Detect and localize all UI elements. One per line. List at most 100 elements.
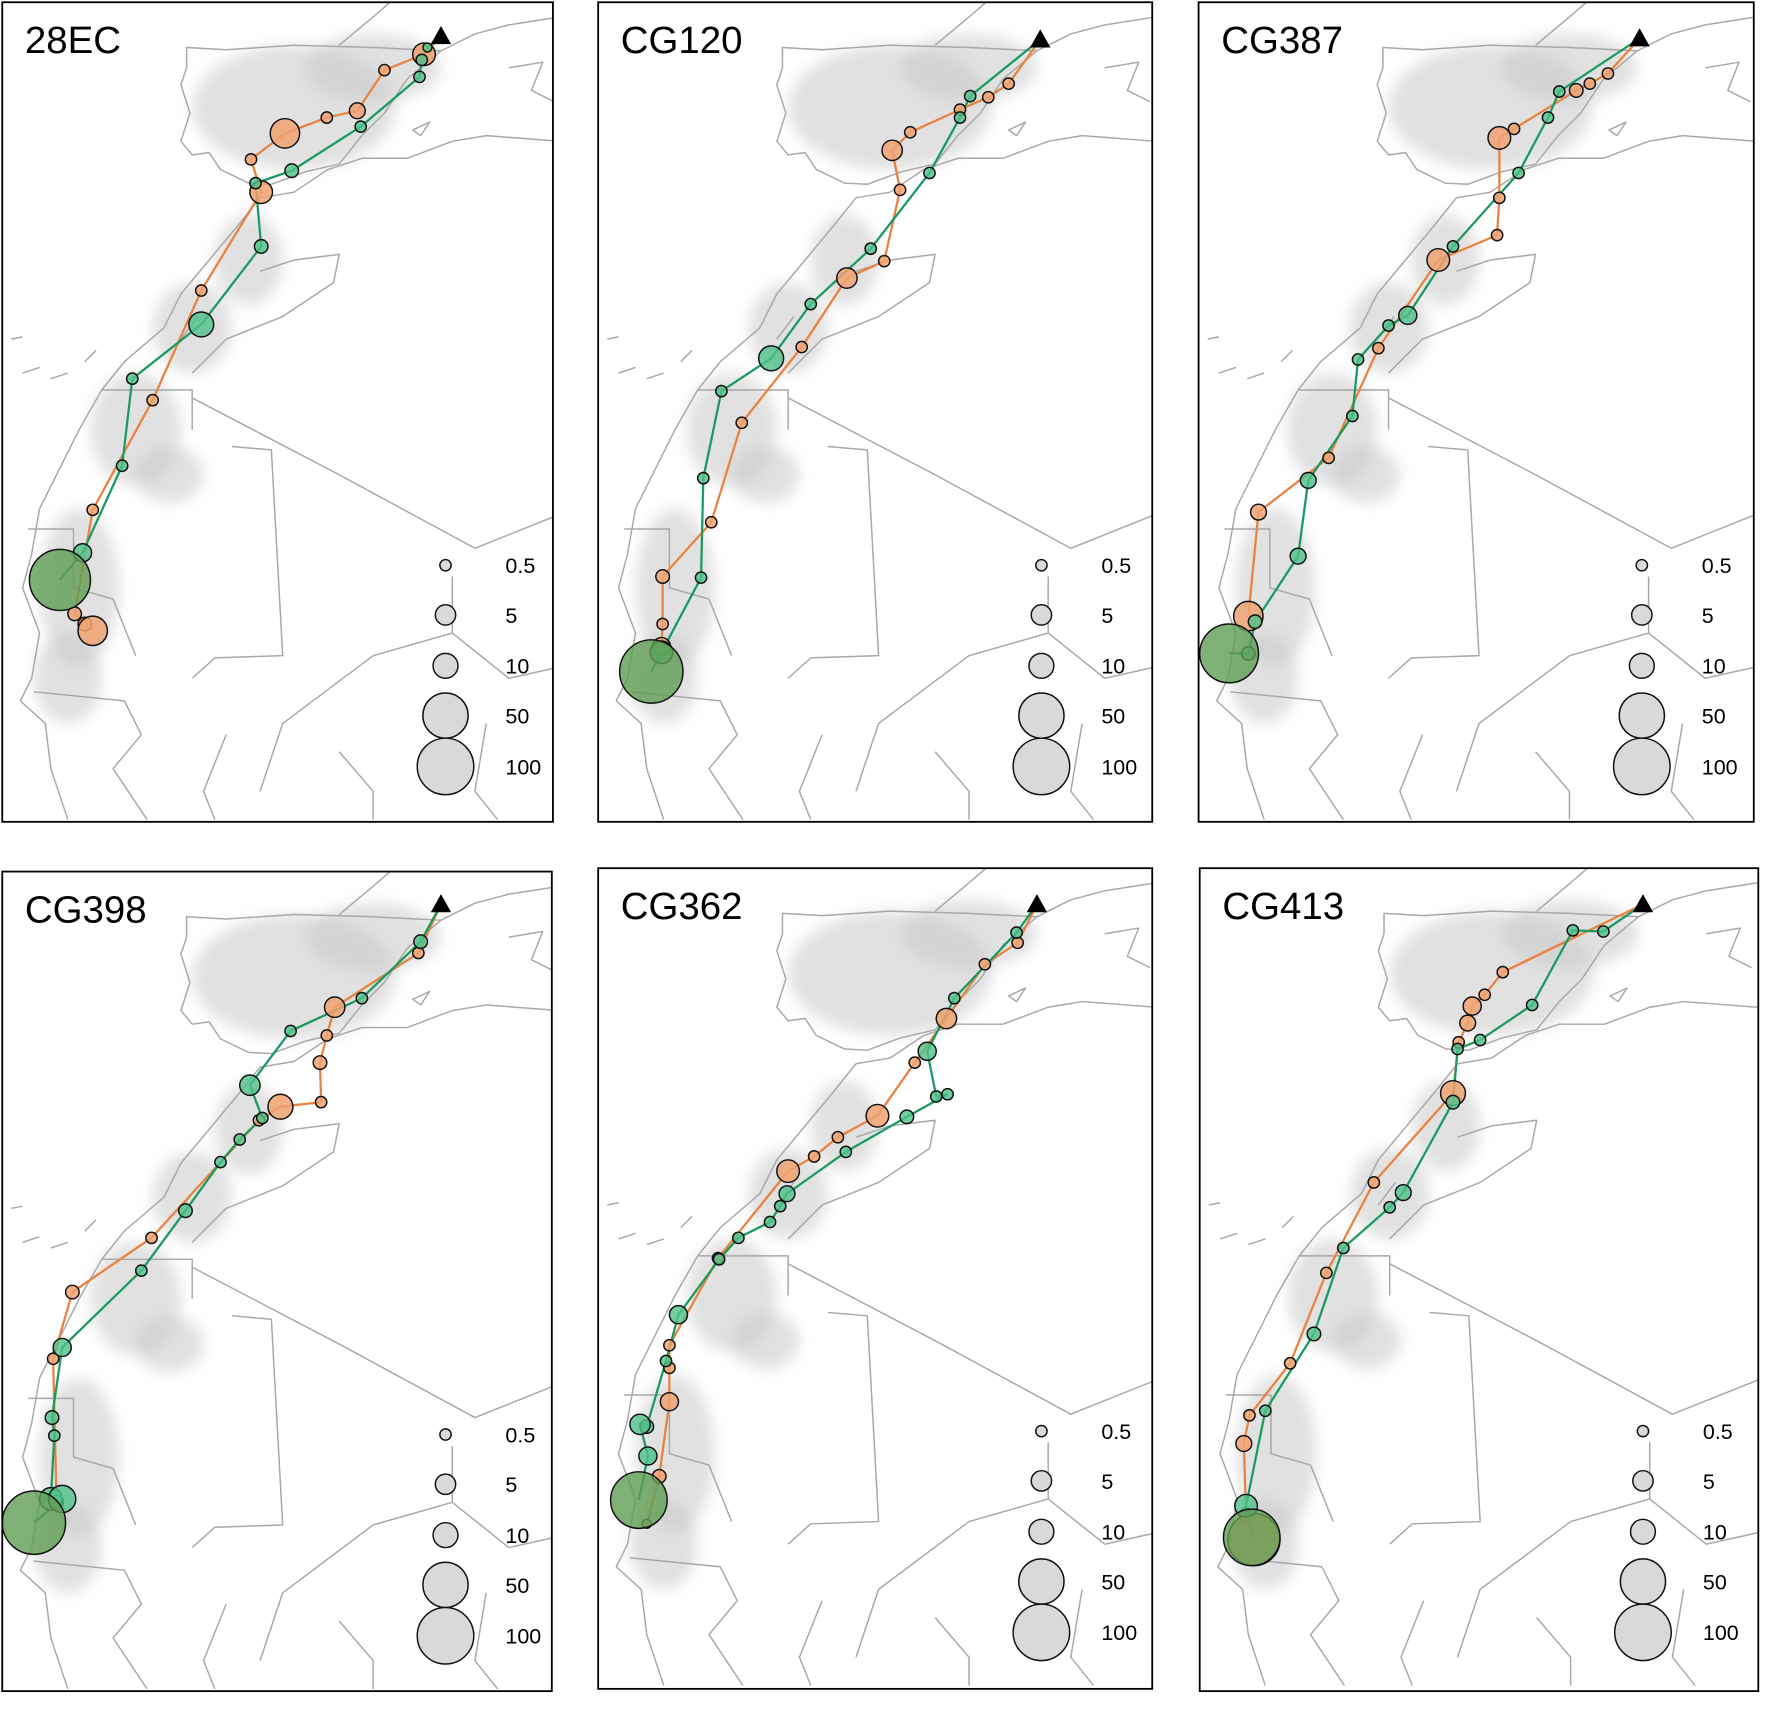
- triangle-icon: [1632, 894, 1654, 913]
- legend-circle: [1613, 1603, 1672, 1662]
- legend-label: 10: [1703, 1521, 1727, 1545]
- size-legend: 0.5 5 10 50 100: [1012, 554, 1137, 796]
- legend-circle: [416, 1606, 475, 1665]
- green-stopover-point: [923, 166, 936, 180]
- orange-stopover-point: [1283, 1356, 1297, 1370]
- occurrence-shading: [629, 33, 1037, 724]
- orange-stopover-point: [795, 340, 809, 354]
- legend-circle: [1612, 737, 1671, 796]
- green-route-line: [1244, 903, 1644, 1538]
- green-stopover-point: [629, 1413, 651, 1436]
- green-stopover-point: [415, 53, 429, 67]
- orange-stopover-point: [831, 1130, 845, 1144]
- panel-frame: [1197, 1, 1755, 823]
- country-border: [50, 1241, 69, 1249]
- country-border: [1215, 134, 1754, 820]
- green-stopover-point: [1351, 353, 1365, 366]
- country-border: [191, 1315, 284, 1549]
- country-border: [338, 751, 374, 820]
- green-stopover-point: [778, 1185, 796, 1203]
- map-panel-3: 0.5 5 10 50 100 CG387: [1197, 1, 1755, 823]
- orange-stopover-point: [320, 1029, 334, 1042]
- orange-stopover-point: [145, 1231, 158, 1245]
- orange-stopover-point: [1235, 1434, 1253, 1453]
- green-stopover-point: [1010, 926, 1023, 939]
- legend-circle: [1619, 1558, 1667, 1605]
- country-border: [338, 1620, 374, 1689]
- country-border: [1388, 397, 1754, 549]
- country-border: [1377, 1181, 1396, 1206]
- legend-label: 50: [1101, 1570, 1125, 1594]
- legend-circle: [434, 604, 457, 626]
- legend-label: 50: [1702, 704, 1726, 728]
- country-border: [1609, 987, 1628, 1003]
- green-stopover-point: [1451, 1042, 1464, 1056]
- green-stopover-point: [413, 70, 426, 84]
- legend-label: 0.5: [505, 554, 535, 578]
- orange-stopover-point: [735, 416, 749, 430]
- country-border: [84, 1219, 97, 1232]
- country-border: [1298, 389, 1390, 430]
- legend-circle: [422, 1561, 469, 1609]
- country-border: [607, 336, 619, 340]
- country-border: [440, 886, 552, 921]
- orange-stopover-point: [77, 615, 109, 647]
- orange-stopover-point: [1568, 82, 1584, 98]
- legend-label: 10: [505, 655, 529, 679]
- panel-label: CG120: [621, 19, 743, 62]
- country-border: [191, 1122, 340, 1243]
- green-stopover-point: [1382, 319, 1395, 332]
- country-border: [697, 1255, 789, 1296]
- legend-circle: [432, 652, 459, 679]
- orange-stopover-point: [1487, 125, 1512, 150]
- legend-circle: [416, 737, 475, 796]
- legend-label: 50: [1101, 704, 1125, 728]
- legend-label: 100: [1703, 1621, 1739, 1645]
- green-stopover-point: [1525, 998, 1539, 1012]
- country-border: [776, 316, 795, 340]
- orange-route-line: [52, 903, 443, 1503]
- legend-label: 0.5: [1702, 554, 1732, 578]
- country-border: [1671, 1589, 1696, 1686]
- country-border: [1230, 691, 1344, 820]
- orange-stopover-point: [663, 1338, 676, 1352]
- country-border: [646, 1238, 664, 1246]
- green-stopover-point: [917, 1041, 937, 1062]
- legend-circle: [1035, 558, 1048, 572]
- legend-label: 50: [505, 1574, 529, 1598]
- green-stopover-point: [284, 1024, 297, 1038]
- green-stopover-point: [1512, 166, 1525, 180]
- green-stopover-point: [668, 1304, 689, 1325]
- country-border: [1231, 1557, 1346, 1686]
- size-legend: 0.5 5 10 50 100: [1612, 554, 1738, 796]
- country-border: [101, 1258, 193, 1299]
- green-stopover-point: [1394, 1183, 1412, 1202]
- legend-label: 10: [1101, 655, 1125, 679]
- country-border: [11, 336, 23, 340]
- country-border: [474, 723, 499, 821]
- country-border: [646, 372, 664, 380]
- country-border: [508, 61, 553, 102]
- legend-label: 0.5: [1101, 1420, 1131, 1444]
- country-border: [1536, 1617, 1572, 1686]
- panel-label: CG398: [25, 888, 147, 931]
- green-stopover-point: [1446, 240, 1460, 253]
- green-stopover-point: [255, 1111, 269, 1125]
- green-stopover-point: [1345, 409, 1359, 423]
- orange-stopover-point: [1462, 996, 1483, 1016]
- panel-label: 28EC: [25, 19, 121, 62]
- country-border: [474, 1592, 499, 1690]
- occurrence-shading: [1230, 33, 1638, 724]
- orange-stopover-point: [1459, 1014, 1477, 1032]
- map-panel-1: 0.5 5 10 50 100 28EC: [1, 1, 554, 823]
- legend-circle: [1632, 1469, 1654, 1492]
- country-border: [1219, 1232, 1238, 1240]
- country-border: [338, 2, 391, 46]
- legend-label: 0.5: [1703, 1420, 1733, 1444]
- green-stopover-point: [1445, 1094, 1461, 1110]
- green-stopover-point: [899, 1109, 915, 1125]
- legend-circle: [1628, 652, 1656, 679]
- orange-stopover-point: [1583, 77, 1597, 91]
- green-stopover-point: [757, 345, 785, 372]
- orange-stopover-point: [1426, 247, 1451, 273]
